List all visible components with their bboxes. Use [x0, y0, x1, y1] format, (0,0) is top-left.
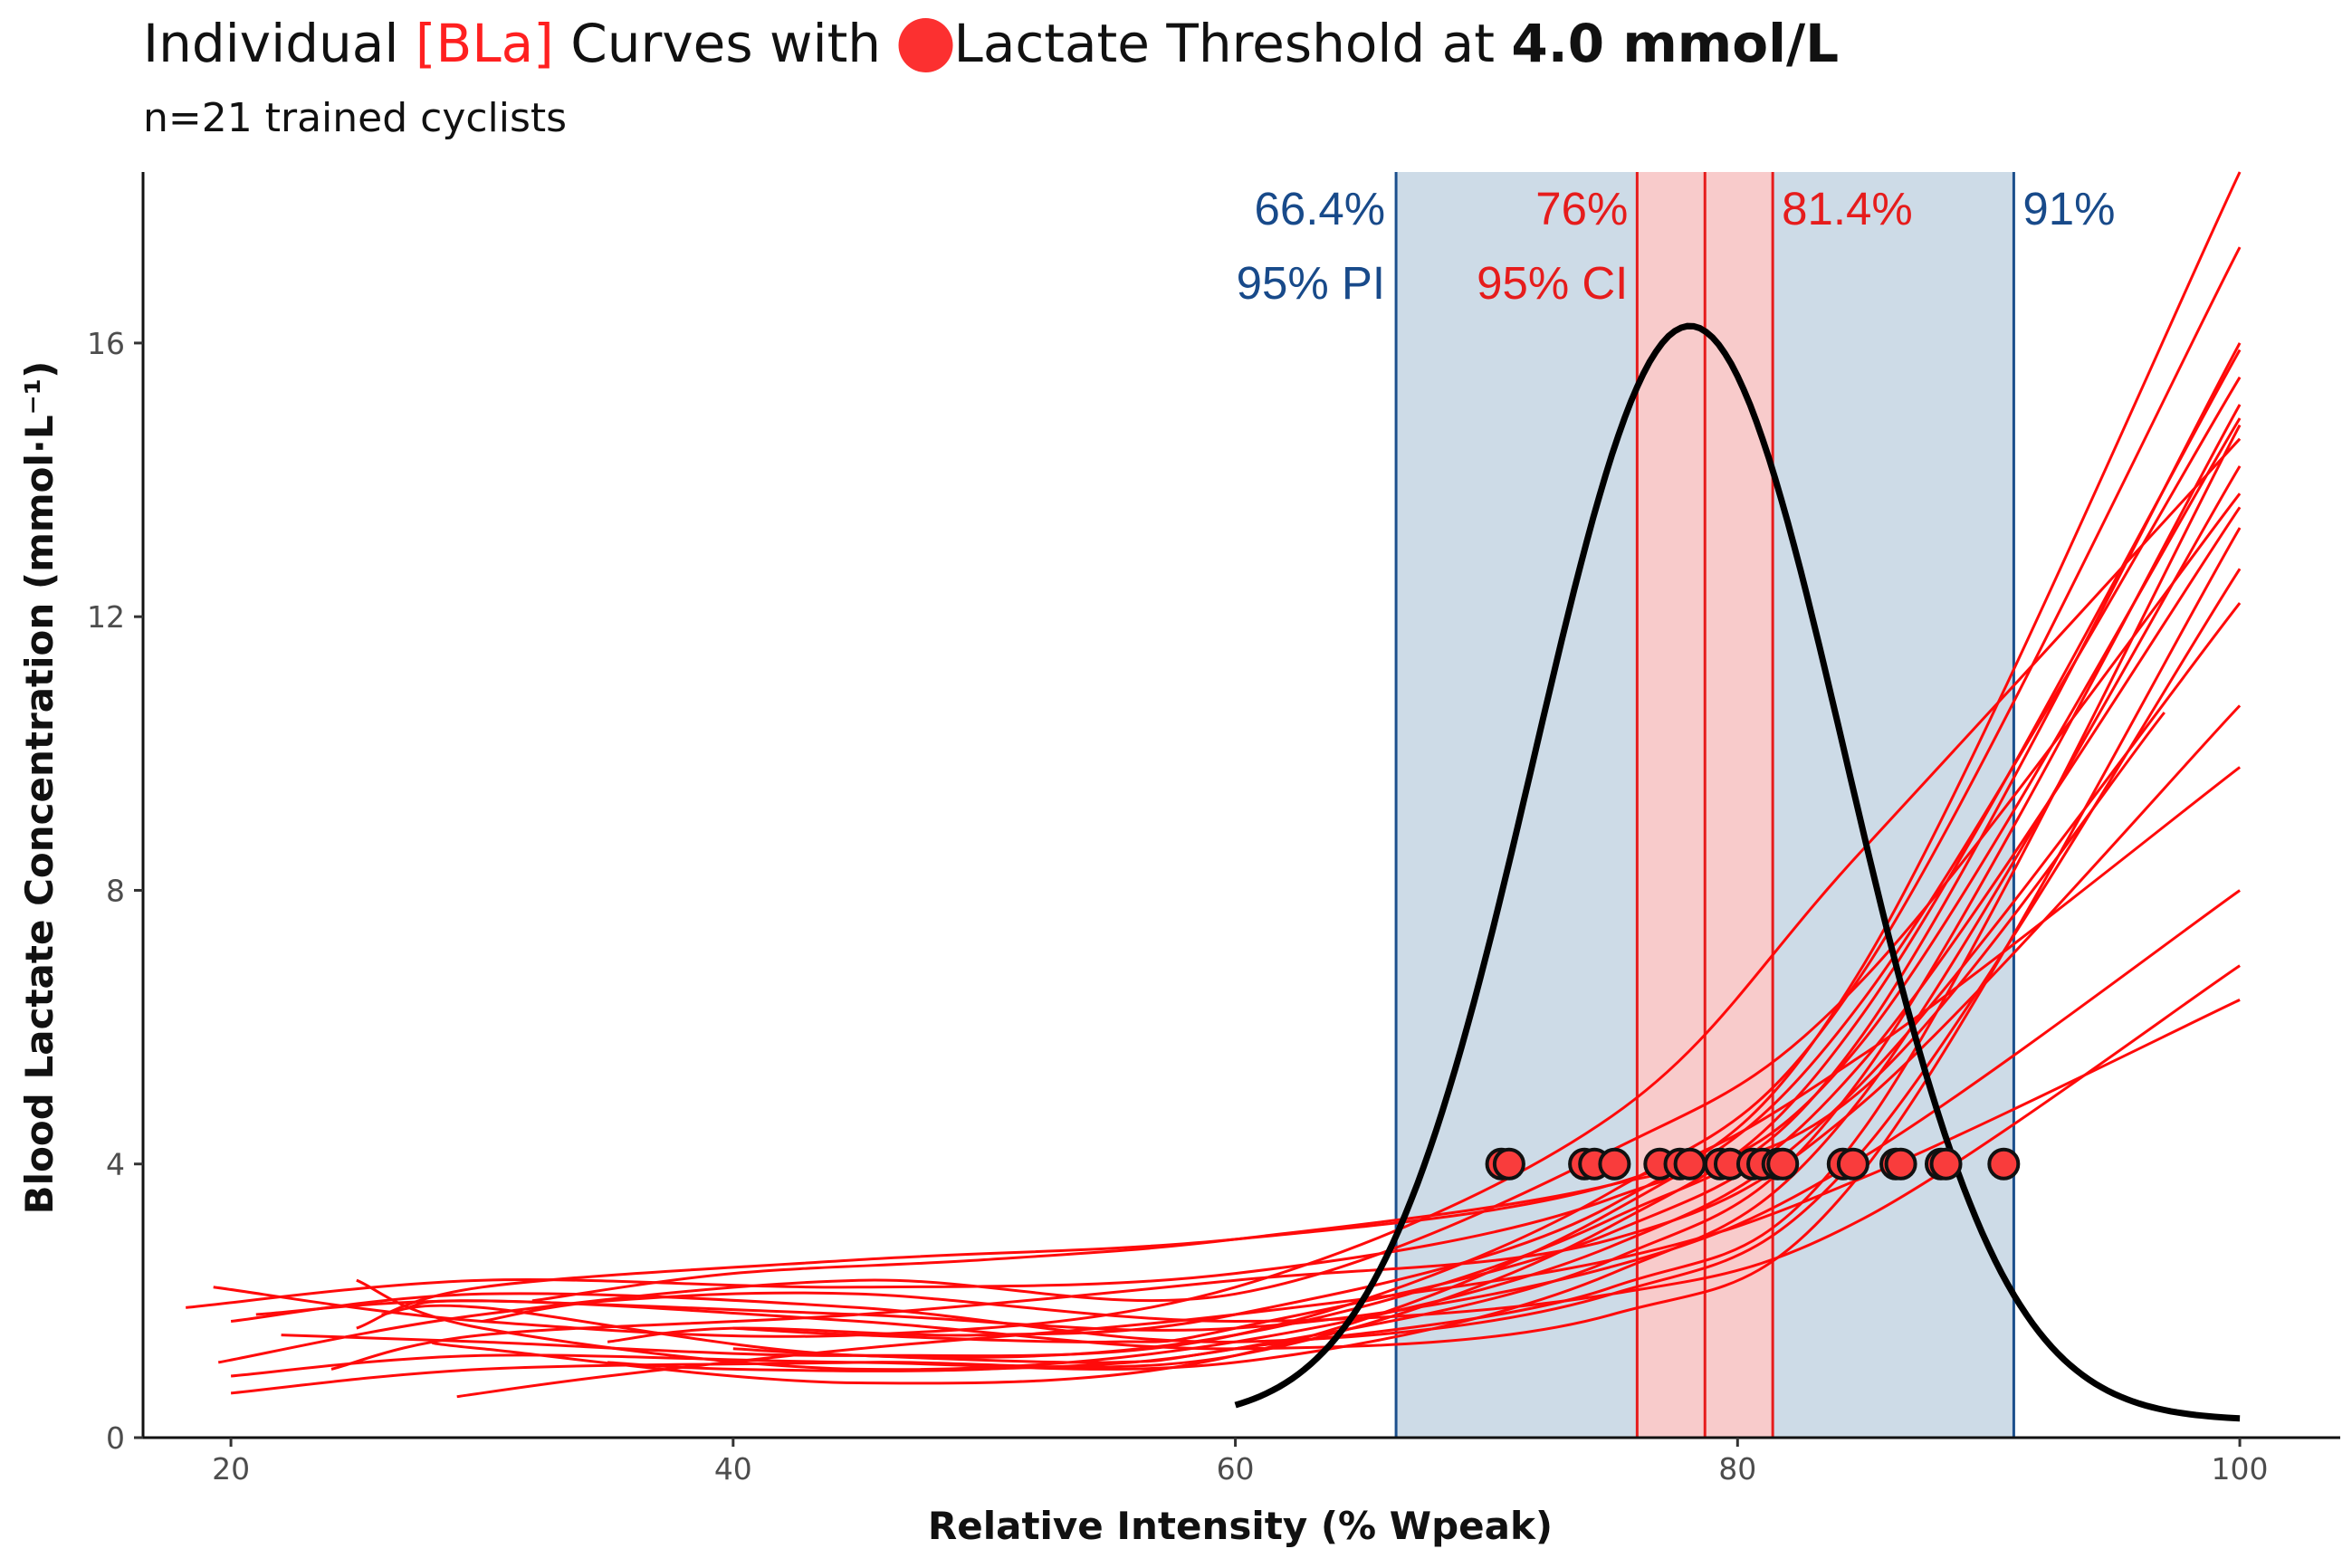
lactate-curve-13: [406, 889, 2241, 1332]
lactate-curve-12: [381, 342, 2242, 1359]
lactate-curve-19: [607, 404, 2242, 1372]
y-tick-label-8: 8: [106, 873, 125, 908]
title-part-1: Individual: [143, 13, 416, 74]
threshold-point-18: [1884, 1147, 1917, 1181]
density-curve: [1234, 322, 2241, 1422]
x-tick-label-60: 60: [1217, 1451, 1255, 1487]
y-tick-label-16: 16: [87, 326, 125, 361]
threshold-point-16: [1836, 1147, 1869, 1181]
threshold-point-21: [1987, 1147, 2021, 1181]
title-threshold-value: 4.0 mmol/L: [1511, 13, 1839, 74]
lactate-curve-16: [482, 964, 2241, 1324]
threshold-density: [1234, 322, 2241, 1422]
axes: 20 40 60 80 100 0 4 8 12 16: [87, 172, 2340, 1487]
threshold-point-20: [1929, 1147, 1963, 1181]
chart-subtitle: n=21 trained cyclists: [143, 95, 567, 141]
pi-high-label: 91%: [2022, 183, 2115, 234]
title-part-3: Curves with: [554, 13, 898, 74]
y-axis-title: Blood Lactate Concentration (mmol·L⁻¹): [17, 361, 62, 1215]
lactate-curve-2: [213, 437, 2242, 1338]
y-tick-label-12: 12: [87, 599, 125, 635]
pi-name-label: 95% PI: [1237, 257, 1385, 309]
x-tick-label-20: 20: [212, 1451, 250, 1487]
ci-name-label: 95% CI: [1477, 257, 1628, 309]
x-axis-title: Relative Intensity (% Wpeak): [928, 1504, 1553, 1548]
lactate-curve-18: [607, 171, 2242, 1343]
threshold-points: [1485, 1147, 2021, 1181]
interval-bands: [1394, 172, 2015, 1438]
x-tick-label-40: 40: [714, 1451, 752, 1487]
x-tick-label-100: 100: [2212, 1451, 2269, 1487]
y-tick-label-4: 4: [106, 1147, 125, 1182]
ci-low-label: 76%: [1535, 183, 1628, 234]
pi-low-label: 66.4%: [1254, 183, 1385, 234]
y-tick-label-0: 0: [106, 1420, 125, 1456]
threshold-point-5: [1598, 1147, 1631, 1181]
ci-high-label: 81.4%: [1782, 183, 1913, 234]
title-threshold-dot-icon: [898, 18, 953, 72]
lactate-curve-4: [230, 349, 2242, 1395]
threshold-point-14: [1766, 1147, 1800, 1181]
lactate-curve-20: [732, 424, 2242, 1364]
lactate-curve-21: [732, 506, 2242, 1343]
title-bla: [BLa]: [416, 13, 554, 74]
lactate-curves: [186, 171, 2242, 1399]
lactate-curve-17: [531, 712, 2166, 1303]
interval-labels: 66.4% 95% PI 91% 76% 95% CI 81.4%: [1237, 183, 2116, 309]
threshold-point-2: [1492, 1147, 1525, 1181]
threshold-point-8: [1673, 1147, 1707, 1181]
lactate-curve-1: [186, 417, 2242, 1309]
chart-title: Individual [BLa] Curves with Lactate Thr…: [143, 13, 1839, 74]
title-part-4: Lactate Threshold at: [954, 13, 1512, 74]
x-tick-label-80: 80: [1718, 1451, 1756, 1487]
